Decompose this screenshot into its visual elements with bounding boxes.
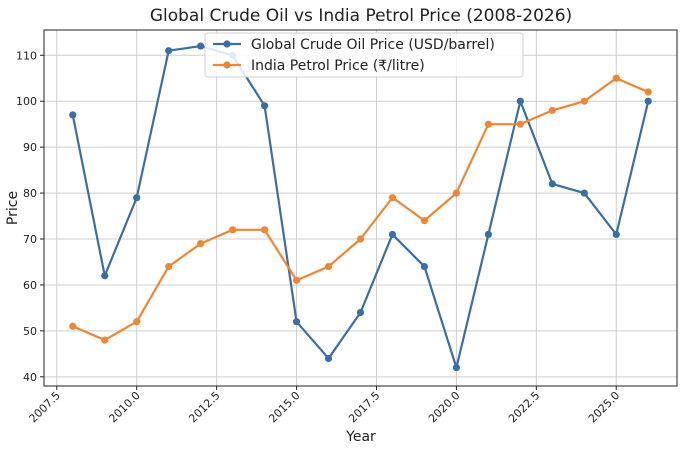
data-point xyxy=(101,336,109,344)
axes xyxy=(43,29,678,387)
data-point xyxy=(580,97,588,105)
data-point xyxy=(612,230,620,239)
data-point xyxy=(644,97,652,105)
data-point xyxy=(484,230,492,239)
data-point xyxy=(324,354,333,363)
legend-label: Global Crude Oil Price (USD/barrel) xyxy=(251,37,495,53)
data-point xyxy=(516,120,524,128)
data-point xyxy=(388,194,397,202)
data-point xyxy=(229,226,237,234)
data-point xyxy=(133,194,141,202)
data-point xyxy=(420,262,429,271)
data-point xyxy=(260,226,269,234)
data-point xyxy=(644,88,652,96)
legend-box xyxy=(204,32,524,78)
data-point xyxy=(452,364,461,372)
x-tick-label: 2015.0 xyxy=(266,389,302,425)
y-tick-label: 110 xyxy=(16,49,37,62)
x-axis-label: Year xyxy=(345,429,376,445)
data-point xyxy=(69,322,77,330)
x-tick-label: 2010.0 xyxy=(106,389,142,425)
series-0 xyxy=(69,42,652,372)
y-tick-label: 100 xyxy=(16,95,37,108)
chart-title: Global Crude Oil vs India Petrol Price (… xyxy=(150,6,572,26)
x-tick-label: 2012.5 xyxy=(186,389,222,425)
y-tick-label: 60 xyxy=(23,279,37,292)
y-tick-label: 90 xyxy=(23,141,37,154)
data-point xyxy=(101,272,109,280)
data-point xyxy=(324,262,333,271)
x-tick-label: 2025.0 xyxy=(586,389,622,425)
data-point xyxy=(292,276,301,284)
grid xyxy=(44,30,677,386)
data-point xyxy=(197,240,205,248)
data-point xyxy=(133,318,141,326)
data-point xyxy=(612,74,620,82)
y-tick-label: 40 xyxy=(23,371,37,384)
x-axis-ticks: 2007.5 2010.0 2012.5 2015.0 2017.5 2020.0 2022… xyxy=(26,386,622,425)
x-tick-label: 2007.5 xyxy=(26,389,62,425)
data-point xyxy=(420,217,429,225)
y-tick-label: 80 xyxy=(23,187,37,200)
series-1 xyxy=(69,74,652,344)
data-point xyxy=(197,42,205,50)
data-point xyxy=(69,111,77,119)
data-point xyxy=(260,102,269,110)
series-line xyxy=(71,44,650,369)
x-tick-label: 2017.5 xyxy=(346,389,382,425)
x-tick-label: 2022.5 xyxy=(506,389,542,425)
y-tick-label: 70 xyxy=(23,233,37,246)
data-point xyxy=(484,120,492,128)
x-tick-label: 2020.0 xyxy=(426,389,462,425)
data-point xyxy=(580,189,588,197)
plot-frame xyxy=(43,29,678,387)
data-point xyxy=(356,308,365,317)
data-point xyxy=(452,189,461,197)
legend-marker xyxy=(223,40,231,48)
legend-label: India Petrol Price (₹/litre) xyxy=(251,58,425,74)
y-axis-label: Price xyxy=(5,191,21,225)
data-point xyxy=(548,106,556,114)
legend: Global Crude Oil Price (USD/barrel) India… xyxy=(204,32,524,78)
data-point xyxy=(356,235,365,243)
legend-marker xyxy=(223,61,231,69)
data-point xyxy=(388,230,397,239)
data-point xyxy=(292,318,301,326)
series-line xyxy=(72,77,649,342)
data-point xyxy=(165,47,173,55)
series xyxy=(69,42,652,372)
y-tick-label: 50 xyxy=(23,325,37,338)
data-point xyxy=(165,262,173,271)
y-axis-ticks: 40 50 60 70 80 90 100 110 xyxy=(16,49,44,384)
data-point xyxy=(548,180,556,188)
data-point xyxy=(516,97,524,105)
